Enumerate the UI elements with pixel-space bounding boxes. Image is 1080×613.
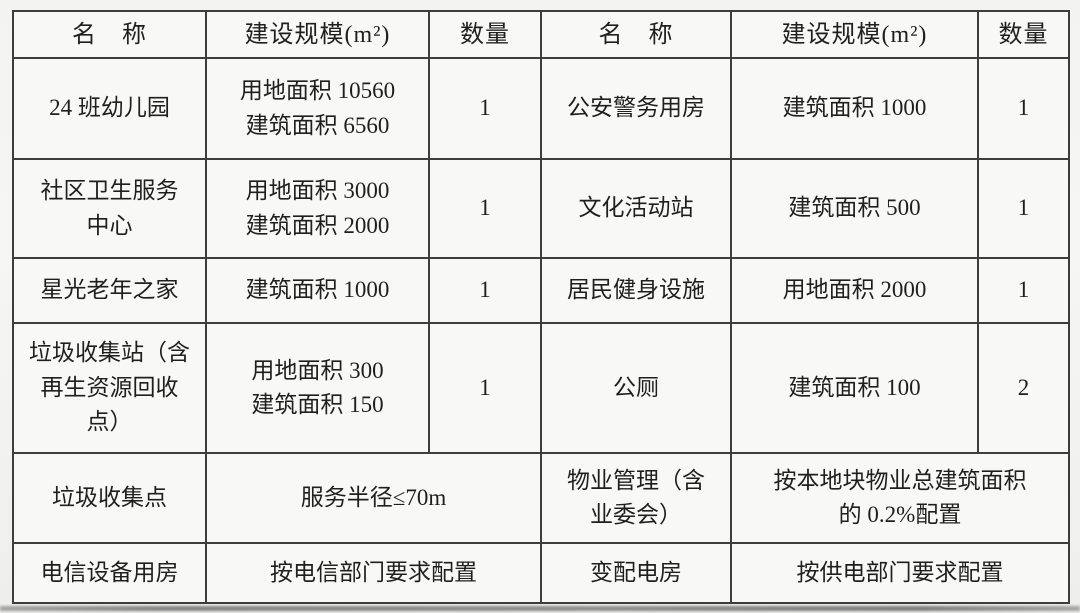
cell-name: 垃圾收集站（含 再生资源回收 点）	[12, 322, 207, 454]
cell-scale: 用地面积 3000 建筑面积 2000	[205, 158, 430, 259]
cell-name: 居民健身设施	[540, 257, 732, 324]
cell-name: 星光老年之家	[12, 257, 207, 324]
cell-scale: 建筑面积 100	[730, 322, 979, 454]
header-row: 名 称 建设规模(m²) 数量 名 称 建设规模(m²) 数量	[12, 10, 1070, 59]
cell-scale-merged: 按本地块物业总建筑面积 的 0.2%配置	[730, 452, 1070, 544]
cell-scale: 建筑面积 1000	[730, 57, 979, 160]
cell-name: 公厕	[540, 322, 732, 454]
table-row: 垃圾收集站（含 再生资源回收 点） 用地面积 300 建筑面积 150 1 公厕…	[12, 322, 1070, 454]
cell-name: 社区卫生服务 中心	[12, 158, 207, 259]
cell-scale: 用地面积 2000	[730, 257, 979, 324]
cell-scale: 建筑面积 1000	[205, 257, 430, 324]
cell-scale: 用地面积 10560 建筑面积 6560	[205, 57, 430, 160]
table-row: 垃圾收集点 服务半径≤70m 物业管理（含 业委会） 按本地块物业总建筑面积 的…	[12, 452, 1070, 544]
cell-name: 24 班幼儿园	[12, 57, 207, 160]
cell-qty: 1	[428, 57, 542, 160]
scan-artifact-line	[0, 606, 1080, 611]
header-qty-right: 数量	[977, 10, 1070, 59]
cell-name: 文化活动站	[540, 158, 732, 259]
cell-name: 电信设备用房	[12, 542, 207, 604]
table-row: 社区卫生服务 中心 用地面积 3000 建筑面积 2000 1 文化活动站 建筑…	[12, 158, 1070, 259]
header-name-right: 名 称	[540, 10, 732, 59]
cell-qty: 1	[428, 257, 542, 324]
table-row: 24 班幼儿园 用地面积 10560 建筑面积 6560 1 公安警务用房 建筑…	[12, 57, 1070, 160]
cell-name: 垃圾收集点	[12, 452, 207, 544]
table-row: 星光老年之家 建筑面积 1000 1 居民健身设施 用地面积 2000 1	[12, 257, 1070, 324]
cell-scale-merged: 按供电部门要求配置	[730, 542, 1070, 604]
cell-name: 公安警务用房	[540, 57, 732, 160]
cell-scale-merged: 按电信部门要求配置	[205, 542, 542, 604]
facilities-table: 名 称 建设规模(m²) 数量 名 称 建设规模(m²) 数量 24 班幼儿园 …	[12, 10, 1070, 604]
table-row: 电信设备用房 按电信部门要求配置 变配电房 按供电部门要求配置	[12, 542, 1070, 604]
cell-qty: 1	[428, 158, 542, 259]
cell-name: 物业管理（含 业委会）	[540, 452, 732, 544]
cell-qty: 2	[977, 322, 1070, 454]
cell-qty: 1	[977, 257, 1070, 324]
cell-qty: 1	[977, 158, 1070, 259]
cell-qty: 1	[977, 57, 1070, 160]
header-scale-right: 建设规模(m²)	[730, 10, 979, 59]
cell-scale: 建筑面积 500	[730, 158, 979, 259]
cell-qty: 1	[428, 322, 542, 454]
header-name-left: 名 称	[12, 10, 207, 59]
header-scale-left: 建设规模(m²)	[205, 10, 430, 59]
cell-scale: 用地面积 300 建筑面积 150	[205, 322, 430, 454]
header-qty-left: 数量	[428, 10, 542, 59]
cell-name: 变配电房	[540, 542, 732, 604]
cell-scale-merged: 服务半径≤70m	[205, 452, 542, 544]
